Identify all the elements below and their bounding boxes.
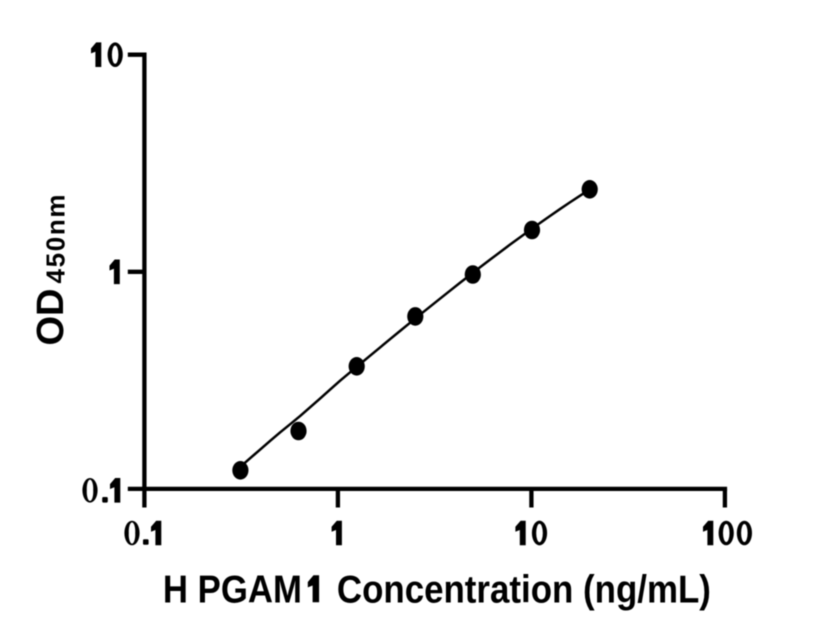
svg-text:H PGAM: H PGAM — [163, 568, 302, 611]
svg-text:OD: OD — [30, 289, 72, 346]
svg-text:Concentration (ng/mL): Concentration (ng/mL) — [337, 568, 711, 611]
svg-text:450nm: 450nm — [41, 195, 71, 284]
